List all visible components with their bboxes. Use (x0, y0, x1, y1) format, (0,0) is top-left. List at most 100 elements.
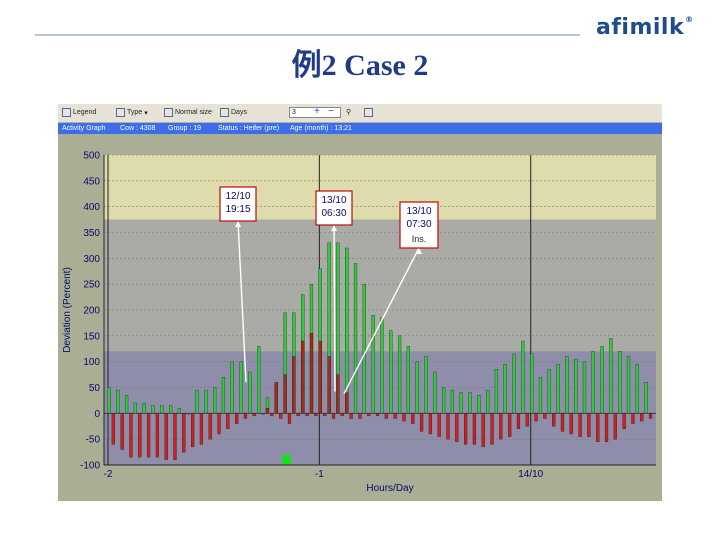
activity-bar (547, 369, 551, 414)
activity-bar (521, 340, 525, 414)
header-rule (35, 34, 580, 36)
zoom-reset-icon (164, 108, 173, 117)
activity-bar (287, 413, 292, 424)
activity-bar (441, 387, 446, 414)
activity-bar (133, 402, 137, 414)
activity-bar (195, 389, 199, 414)
activity-bar (142, 402, 146, 414)
activity-bar (155, 413, 159, 458)
activity-bar (362, 284, 366, 414)
group-info: Group : 19 (168, 125, 202, 132)
y-tick-label: -100 (80, 461, 100, 472)
annotation-arrowhead (416, 248, 422, 254)
activity-bar (569, 413, 573, 435)
y-tick-label: 200 (83, 306, 100, 317)
activity-bar (406, 346, 410, 414)
cow-info: Cow : 4308 (120, 125, 156, 132)
heat-bar (345, 392, 349, 414)
activity-bar (472, 413, 477, 445)
slide-title: 例2 Case 2 (291, 49, 429, 82)
activity-bar (204, 389, 208, 414)
activity-bar (560, 413, 565, 432)
afimilk-logo: afimilk® (596, 15, 694, 40)
pin-icon: ⚲ (346, 109, 352, 116)
pin-button[interactable]: ⚲ (346, 108, 351, 116)
heat-bar (336, 374, 340, 414)
calendar-icon (220, 108, 229, 117)
activity-bar (512, 353, 516, 414)
activity-bar (596, 413, 600, 442)
zoom-in-button[interactable]: + (314, 106, 320, 117)
activity-bar (164, 413, 168, 460)
y-tick-label: 400 (83, 202, 100, 213)
activity-bar (358, 413, 362, 419)
normal-size-button[interactable]: Normal size (164, 108, 212, 117)
annotation-arrowhead (331, 225, 337, 231)
activity-bar (530, 353, 534, 414)
activity-bar (525, 413, 529, 427)
band-1 (104, 219, 656, 352)
activity-bar (380, 317, 384, 414)
activity-bar (552, 413, 556, 427)
y-tick-label: 0 (94, 409, 100, 420)
x-tick-label: 14/10 (518, 469, 543, 480)
activity-bar (508, 413, 512, 437)
days-input[interactable]: 3 (289, 107, 341, 118)
heat-bar (301, 340, 305, 414)
activity-bar (371, 315, 375, 414)
x-axis-title: Hours/Day (366, 483, 413, 494)
activity-bar (393, 413, 397, 419)
activity-bar (415, 361, 419, 414)
activity-bar (582, 361, 587, 414)
activity-bar (503, 364, 507, 414)
heat-bar (318, 340, 322, 414)
activity-bar (208, 413, 212, 440)
activity-bar (600, 346, 604, 414)
legend-button[interactable]: Legend (62, 108, 96, 117)
activity-bar (331, 413, 336, 419)
x-tick-label: -1 (315, 469, 324, 480)
activity-bar (146, 413, 151, 458)
annotation-time: 06:30 (321, 208, 346, 219)
activity-bar (499, 413, 503, 440)
y-tick-label: -50 (86, 435, 101, 446)
activity-bar (411, 413, 415, 424)
activity-bar (230, 361, 234, 414)
activity-bar (464, 413, 468, 445)
heat-bar (283, 374, 287, 414)
activity-bar (349, 413, 353, 419)
activity-bar (424, 356, 428, 414)
activity-bar (644, 382, 648, 414)
activity-bar (402, 413, 406, 422)
activity-bar (151, 405, 155, 414)
annotation-time: 19:15 (225, 204, 250, 215)
y-tick-label: 300 (83, 254, 100, 265)
chart-type-icon (116, 108, 125, 117)
help-button[interactable] (364, 108, 373, 117)
type-button[interactable]: Type ▾ (116, 108, 148, 117)
activity-bar (191, 413, 195, 448)
y-tick-label: 350 (83, 228, 100, 239)
activity-bar (437, 413, 441, 437)
y-axis-title: Deviation (Percent) (62, 267, 73, 353)
activity-bar (221, 377, 226, 414)
activity-bar (353, 263, 358, 414)
annotation-time: 07:30 (406, 219, 431, 230)
activity-bar (477, 395, 481, 414)
age-info: Age (month) : 13:21 (290, 125, 352, 132)
y-tick-label: 500 (83, 151, 100, 162)
activity-bar (120, 413, 124, 450)
annotation-box (315, 190, 353, 226)
help-icon (364, 108, 373, 117)
legend-icon (62, 108, 71, 117)
screenshot-panel: Legend Type ▾ Normal size Days 3 + − ⚲ Ac… (58, 104, 662, 501)
activity-bar (543, 413, 547, 419)
activity-bar (243, 413, 248, 419)
zoom-out-button[interactable]: − (328, 106, 334, 117)
annotation-arrow (343, 247, 420, 395)
y-tick-label: 150 (83, 331, 100, 342)
activity-bar (397, 335, 402, 414)
toolbar: Legend Type ▾ Normal size Days 3 + − ⚲ (58, 104, 662, 123)
activity-bar (494, 369, 499, 414)
